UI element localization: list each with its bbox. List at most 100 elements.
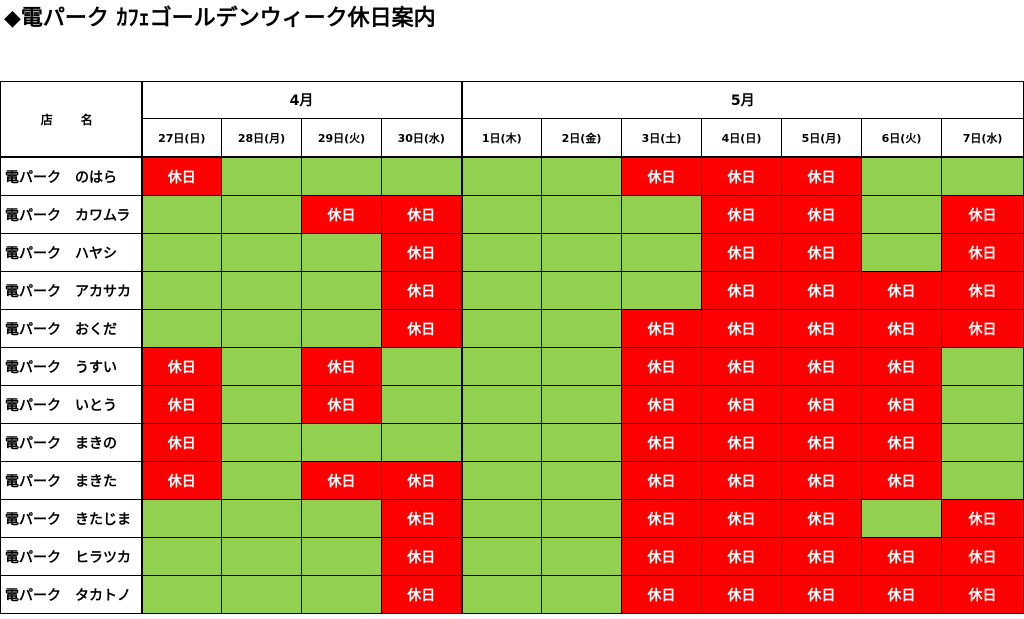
day-header: 1日(木): [460, 118, 542, 158]
closed-day-cell: 休日: [861, 347, 942, 386]
table-row: 電パーク タカトノ 休日 休日 休日 休日 休日 休日: [0, 575, 1024, 614]
day-header: 4日(日): [701, 118, 782, 158]
closed-day-cell: 休日: [701, 499, 782, 538]
closed-day-cell: 休日: [781, 347, 862, 386]
closed-day-cell: 休日: [141, 156, 222, 196]
table-row: 電パーク カワムラ 休日 休日 休日 休日 休日: [0, 195, 1024, 234]
closed-day-cell: 休日: [381, 537, 462, 576]
day-header: 2日(金): [541, 118, 622, 158]
open-day-cell: [301, 423, 382, 462]
open-day-cell: [381, 347, 462, 386]
closed-day-cell: 休日: [781, 309, 862, 348]
store-name: 電パーク アカサカ: [0, 271, 143, 310]
closed-day-cell: 休日: [781, 575, 862, 614]
closed-day-cell: 休日: [781, 156, 862, 196]
closed-day-cell: 休日: [940, 195, 1024, 234]
open-day-cell: [460, 233, 542, 272]
closed-day-cell: 休日: [301, 195, 382, 234]
open-day-cell: [141, 499, 222, 538]
closed-day-cell: 休日: [141, 385, 222, 424]
open-day-cell: [221, 461, 302, 500]
open-day-cell: [621, 195, 702, 234]
open-day-cell: [460, 423, 542, 462]
closed-day-cell: 休日: [861, 461, 942, 500]
open-day-cell: [460, 309, 542, 348]
closed-day-cell: 休日: [781, 537, 862, 576]
closed-day-cell: 休日: [940, 537, 1024, 576]
open-day-cell: [221, 423, 302, 462]
open-day-cell: [221, 233, 302, 272]
open-day-cell: [940, 156, 1024, 196]
open-day-cell: [460, 271, 542, 310]
open-day-cell: [221, 271, 302, 310]
closed-day-cell: 休日: [861, 309, 942, 348]
open-day-cell: [301, 499, 382, 538]
closed-day-cell: 休日: [141, 461, 222, 500]
open-day-cell: [460, 156, 542, 196]
open-day-cell: [541, 347, 622, 386]
page-title: ◆電パーク ｶﾌｪゴールデンウィーク休日案内: [4, 6, 436, 31]
open-day-cell: [301, 156, 382, 196]
closed-day-cell: 休日: [381, 271, 462, 310]
closed-day-cell: 休日: [381, 575, 462, 614]
closed-day-cell: 休日: [621, 537, 702, 576]
open-day-cell: [541, 156, 622, 196]
open-day-cell: [460, 461, 542, 500]
closed-day-cell: 休日: [781, 461, 862, 500]
open-day-cell: [460, 499, 542, 538]
closed-day-cell: 休日: [621, 575, 702, 614]
open-day-cell: [301, 233, 382, 272]
open-day-cell: [621, 271, 702, 310]
open-day-cell: [381, 385, 462, 424]
open-day-cell: [861, 233, 942, 272]
store-name: 電パーク まきた: [0, 461, 143, 500]
open-day-cell: [541, 385, 622, 424]
open-day-cell: [221, 385, 302, 424]
open-day-cell: [541, 233, 622, 272]
open-day-cell: [141, 271, 222, 310]
closed-day-cell: 休日: [701, 156, 782, 196]
open-day-cell: [621, 233, 702, 272]
closed-day-cell: 休日: [781, 423, 862, 462]
table-row: 電パーク いとう 休日 休日 休日 休日 休日 休日: [0, 385, 1024, 424]
open-day-cell: [541, 309, 622, 348]
closed-day-cell: 休日: [381, 461, 462, 500]
open-day-cell: [541, 499, 622, 538]
closed-day-cell: 休日: [141, 347, 222, 386]
closed-day-cell: 休日: [701, 461, 782, 500]
open-day-cell: [141, 309, 222, 348]
store-name: 電パーク のはら: [0, 156, 143, 196]
closed-day-cell: 休日: [381, 195, 462, 234]
closed-day-cell: 休日: [781, 195, 862, 234]
open-day-cell: [301, 271, 382, 310]
open-day-cell: [141, 537, 222, 576]
table-row: 電パーク アカサカ 休日 休日 休日 休日 休日: [0, 271, 1024, 310]
closed-day-cell: 休日: [701, 537, 782, 576]
closed-day-cell: 休日: [781, 271, 862, 310]
store-rows: 電パーク のはら 休日 休日 休日 休日 電パーク カワムラ 休日 休日 休日 休日 休日 電パーク …: [0, 156, 1024, 614]
table-row: 電パーク きたじま 休日 休日 休日 休日 休日: [0, 499, 1024, 538]
open-day-cell: [460, 347, 542, 386]
closed-day-cell: 休日: [381, 233, 462, 272]
open-day-cell: [221, 537, 302, 576]
closed-day-cell: 休日: [701, 271, 782, 310]
store-name: 電パーク ハヤシ: [0, 233, 143, 272]
store-name: 電パーク うすい: [0, 347, 143, 386]
open-day-cell: [301, 309, 382, 348]
store-name: 電パーク きたじま: [0, 499, 143, 538]
open-day-cell: [221, 195, 302, 234]
store-name: 電パーク いとう: [0, 385, 143, 424]
closed-day-cell: 休日: [861, 385, 942, 424]
table-row: 電パーク ハヤシ 休日 休日 休日 休日: [0, 233, 1024, 272]
open-day-cell: [221, 575, 302, 614]
open-day-cell: [940, 423, 1024, 462]
closed-day-cell: 休日: [701, 423, 782, 462]
open-day-cell: [861, 499, 942, 538]
table-row: 電パーク おくだ 休日 休日 休日 休日 休日 休日: [0, 309, 1024, 348]
table-row: 電パーク うすい 休日 休日 休日 休日 休日 休日: [0, 347, 1024, 386]
closed-day-cell: 休日: [940, 271, 1024, 310]
closed-day-cell: 休日: [621, 423, 702, 462]
day-header: 3日(土): [621, 118, 702, 158]
day-header-row: 27日(日) 28日(月) 29日(火) 30日(水) 1日(木) 2日(金) 3日(土) 4…: [1, 118, 1024, 158]
closed-day-cell: 休日: [861, 271, 942, 310]
